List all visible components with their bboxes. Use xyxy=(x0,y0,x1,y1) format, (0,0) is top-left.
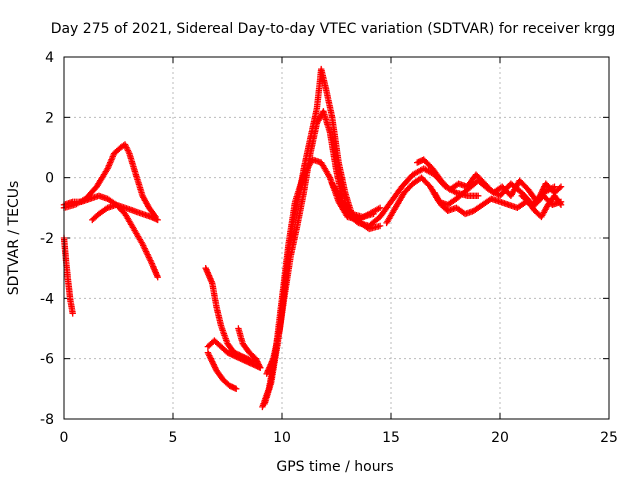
y-tick-label: -8 xyxy=(40,412,54,428)
series-track-4 xyxy=(89,201,161,224)
x-tick-label: 25 xyxy=(600,430,618,446)
y-tick-label: -2 xyxy=(40,231,54,247)
series-track-14 xyxy=(431,189,565,218)
y-tick-label: -6 xyxy=(40,352,54,368)
grid xyxy=(64,57,609,419)
series-track-10 xyxy=(259,156,384,411)
y-tick-label: 4 xyxy=(45,50,54,66)
y-axis-label: SDTVAR / TECUs xyxy=(6,181,22,296)
x-axis-label: GPS time / hours xyxy=(276,459,393,475)
y-tick-label: -4 xyxy=(40,291,54,307)
plot-frame xyxy=(63,56,610,420)
data-point xyxy=(257,364,264,371)
data-point xyxy=(370,210,377,218)
chart-title: Day 275 of 2021, Sidereal Day-to-day VTE… xyxy=(51,21,616,37)
series-track-7 xyxy=(204,349,240,392)
data-point xyxy=(154,274,161,281)
series-track-16 xyxy=(518,192,565,221)
y-tick-label: 0 xyxy=(45,171,54,187)
data-point xyxy=(557,201,565,208)
series-track-11 xyxy=(261,108,377,408)
data-point xyxy=(551,183,558,190)
series-track-3 xyxy=(60,234,76,317)
data-point xyxy=(475,192,482,199)
y-tick-label: 2 xyxy=(45,110,54,126)
data-point xyxy=(376,204,384,211)
data-point xyxy=(556,200,564,207)
x-tick-label: 0 xyxy=(60,430,69,446)
series-track-8 xyxy=(235,325,264,371)
data-points xyxy=(60,65,565,411)
data-point xyxy=(556,184,563,192)
x-tick-label: 10 xyxy=(273,430,291,446)
data-point xyxy=(376,222,384,230)
data-point xyxy=(69,310,76,317)
x-tick-label: 5 xyxy=(169,430,178,446)
x-tick-label: 15 xyxy=(382,430,400,446)
data-point xyxy=(557,183,565,190)
data-point xyxy=(154,216,161,224)
x-tick-label: 20 xyxy=(491,430,509,446)
series-track-15 xyxy=(414,156,565,205)
data-point xyxy=(233,385,240,392)
